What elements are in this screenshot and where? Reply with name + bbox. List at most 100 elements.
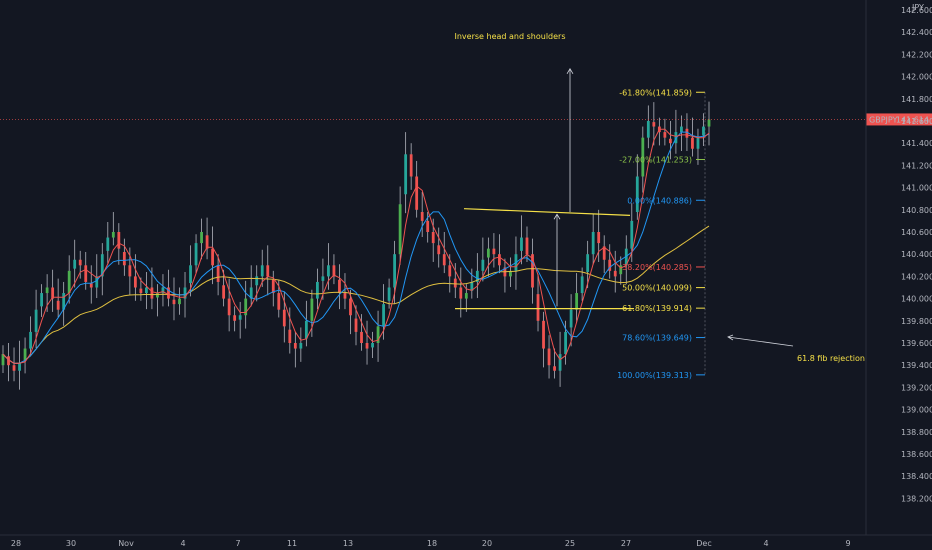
candle-body [29, 331, 32, 349]
candle-body [553, 366, 556, 371]
candle-body [156, 293, 159, 298]
price-tick-label: 139.200 [901, 383, 932, 392]
candle-body [387, 287, 391, 301]
candle-body [1, 354, 5, 366]
candle-body [161, 287, 165, 294]
price-tick-label: 140.800 [901, 206, 932, 215]
candle-body [183, 287, 187, 299]
candle-body [520, 237, 523, 251]
candle-body [304, 320, 308, 339]
candle-body [635, 176, 639, 213]
price-tick-label: 142.200 [901, 50, 932, 59]
candle-body [547, 348, 551, 366]
price-tick-label: 140.000 [901, 295, 932, 304]
candle-body [464, 293, 468, 299]
candle-body [282, 309, 286, 327]
candle-body [569, 309, 573, 328]
price-tick-label: 142.000 [901, 73, 932, 82]
neckline [463, 208, 631, 216]
moving-average-line [2, 225, 710, 364]
candle-body [354, 318, 358, 332]
candle-body [62, 293, 66, 310]
price-tick-label: 139.800 [901, 317, 932, 326]
candle-body [139, 288, 143, 294]
candle-body [332, 265, 336, 277]
candle-body [56, 300, 60, 310]
candle-body [227, 298, 231, 316]
candle-body [624, 248, 628, 266]
price-tick-label: 140.600 [901, 228, 932, 237]
fib-level-label: 100.00%(139.313) [617, 371, 692, 380]
candle-body [244, 298, 248, 316]
time-tick-label: 30 [66, 539, 76, 548]
fib-level-label: 0.00%(140.886) [627, 196, 692, 205]
candle-body [365, 343, 369, 349]
candle-body [564, 331, 567, 355]
candle-body [255, 276, 259, 286]
candle-body [680, 126, 683, 133]
candle-body [448, 265, 452, 277]
candle-body [321, 276, 325, 281]
price-tick-label: 139.000 [901, 406, 932, 415]
candle-body [376, 326, 380, 343]
candle-body [288, 329, 292, 343]
candle-body [67, 270, 71, 294]
time-tick-label: 28 [11, 539, 21, 548]
candle-body [34, 309, 38, 332]
price-tick-label: 142.400 [901, 28, 932, 37]
price-tick-label: 139.400 [901, 361, 932, 370]
fib-level-label: -61.80%(141.859) [619, 88, 692, 97]
fib-level-label: 61.80%(139.914) [622, 304, 692, 313]
fib-note-arrow [727, 336, 794, 347]
candle-body [200, 232, 203, 244]
time-axis[interactable]: 28 30 Nov 4 7 11 13 18 20 25 27 Dec 4 9 [11, 539, 851, 548]
candle-body [51, 287, 55, 299]
fib-note-arrow-head [727, 334, 734, 341]
current-price-tag [866, 113, 932, 126]
candle-body [619, 265, 623, 275]
candle-body [167, 287, 170, 299]
candle-body [84, 265, 88, 282]
candle-body [459, 287, 463, 299]
candle-body [249, 287, 253, 299]
candles-layer [1, 101, 711, 390]
candle-body [696, 137, 700, 149]
candle-body [685, 128, 689, 138]
candle-body [111, 232, 115, 238]
candle-body [382, 304, 385, 327]
price-tick-label: 138.600 [901, 450, 932, 459]
candle-body [426, 220, 430, 232]
price-tick-label: 141.600 [901, 117, 932, 126]
candle-body [293, 343, 297, 349]
candle-body [591, 232, 595, 255]
candle-body [18, 362, 21, 371]
candle-body [646, 121, 650, 138]
price-tick-label: 141.200 [901, 161, 932, 170]
time-tick-label: 18 [427, 539, 437, 548]
candle-body [415, 176, 419, 210]
price-tick-label: 141.000 [901, 184, 932, 193]
candle-body [145, 287, 148, 294]
candle-body [398, 204, 402, 255]
candle-body [150, 287, 154, 299]
candle-body [586, 254, 590, 272]
candle-body [498, 254, 501, 266]
candle-body [238, 315, 242, 320]
candle-body [360, 331, 363, 343]
candle-body [613, 270, 617, 277]
candle-body [315, 281, 319, 299]
candle-body [299, 343, 303, 349]
candle-body [216, 265, 220, 282]
candle-body [641, 137, 645, 177]
fib-level-label: 50.00%(140.099) [622, 284, 692, 293]
time-tick-label: 4 [763, 539, 768, 548]
candle-body [575, 293, 579, 310]
candle-body [492, 248, 496, 255]
candle-body [222, 285, 226, 299]
candle-body [509, 270, 512, 277]
fib-level-label: -27.00%(141.253) [619, 156, 692, 165]
price-tick-label: 138.200 [901, 494, 932, 503]
price-axis[interactable]: 142.600 142.400 142.200 142.000 141.800 141.6… [901, 6, 932, 503]
